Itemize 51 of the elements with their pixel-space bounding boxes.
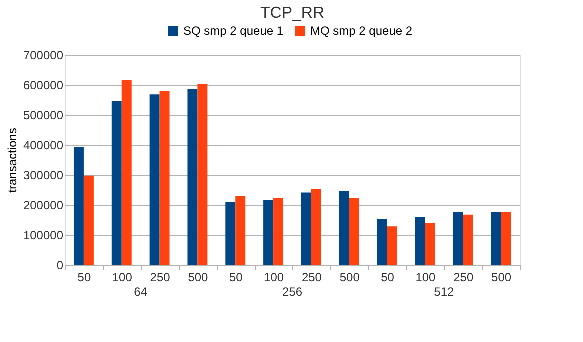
y-tick-label: 400000 xyxy=(23,138,64,152)
bar xyxy=(501,212,512,265)
x-tick-label: 50 xyxy=(381,270,395,284)
bar xyxy=(387,226,398,265)
bar xyxy=(264,200,274,265)
bar xyxy=(453,212,464,265)
x-tick-label: 500 xyxy=(188,270,209,284)
bar xyxy=(425,223,436,265)
x-tick-label: 100 xyxy=(264,270,284,284)
x-tick-label: 100 xyxy=(416,270,436,284)
bar xyxy=(339,192,350,265)
bar xyxy=(84,176,94,265)
y-tick-label: 700000 xyxy=(23,48,64,62)
bar xyxy=(74,147,84,265)
x-tick-label: 500 xyxy=(492,270,512,284)
bar xyxy=(236,196,246,265)
bar xyxy=(463,214,474,265)
x-tick-label: 250 xyxy=(454,270,474,284)
text: 512 xyxy=(434,285,454,299)
bar xyxy=(198,84,208,265)
bar xyxy=(160,91,170,265)
y-tick-label: 600000 xyxy=(23,78,64,92)
legend-label: MQ smp 2 queue 2 xyxy=(310,24,413,38)
y-tick-label: 300000 xyxy=(23,168,64,182)
x-tick-label: 100 xyxy=(112,270,133,284)
bar xyxy=(349,198,360,265)
y-tick-label: 500000 xyxy=(23,108,64,122)
bar xyxy=(301,192,312,265)
bar xyxy=(122,80,132,265)
y-axis-title: transactions xyxy=(5,128,20,193)
bar xyxy=(112,102,122,265)
chart-title: TCP_RR xyxy=(260,5,325,22)
y-tick-label: 0 xyxy=(56,258,64,272)
text: 64 xyxy=(134,285,148,299)
x-tick-label: 50 xyxy=(229,270,244,284)
bar xyxy=(274,198,284,265)
x-tick-label: 250 xyxy=(150,270,171,284)
bar xyxy=(415,217,426,265)
y-tick-label: 100000 xyxy=(23,228,64,242)
y-tick-label: 200000 xyxy=(23,198,64,212)
bar xyxy=(150,94,160,265)
bar xyxy=(188,90,198,265)
legend-label: SQ smp 2 queue 1 xyxy=(184,24,284,38)
x-tick-label: 50 xyxy=(78,270,92,284)
x-tick-label: 250 xyxy=(302,270,322,284)
x-tick-label: 500 xyxy=(340,270,360,284)
text: 256 xyxy=(282,285,303,299)
bar xyxy=(311,189,322,265)
bar xyxy=(491,212,502,265)
bar xyxy=(377,219,388,265)
bar xyxy=(226,202,236,265)
